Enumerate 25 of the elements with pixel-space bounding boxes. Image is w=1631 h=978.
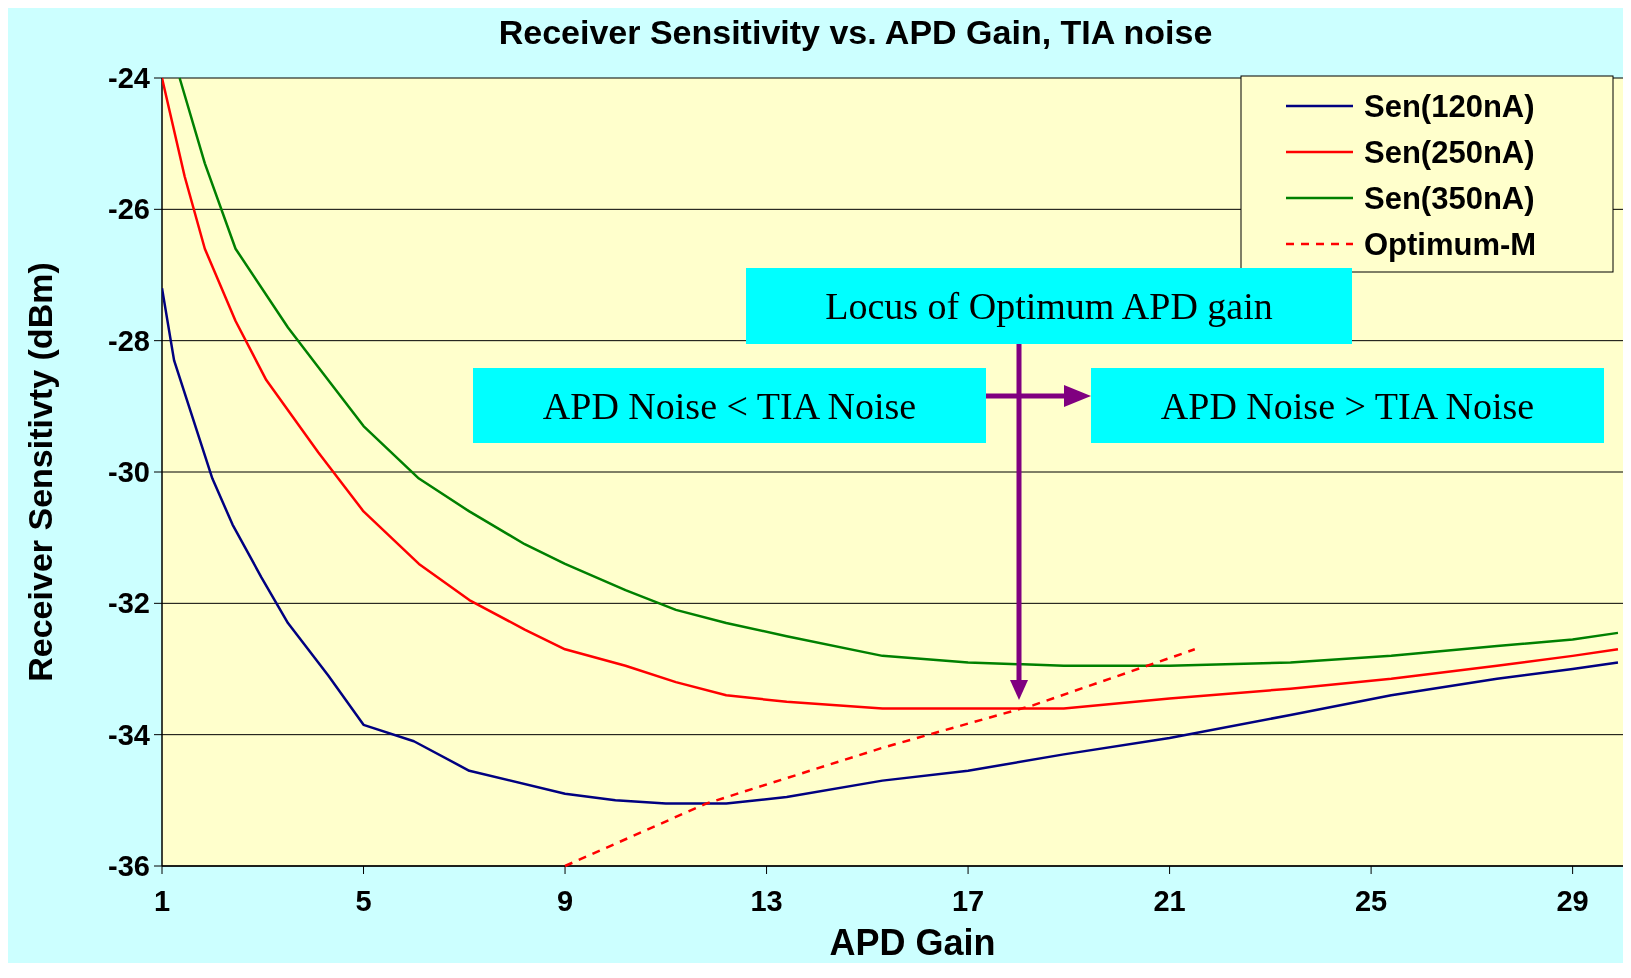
x-tick-label: 5 — [355, 885, 372, 917]
legend-label: Optimum-M — [1364, 227, 1537, 262]
x-tick-label: 13 — [750, 885, 783, 917]
x-tick-label: 1 — [153, 885, 171, 917]
y-tick-label: -32 — [108, 587, 150, 620]
y-axis-title: Receiver Sensitivty (dBm) — [21, 262, 59, 682]
annotation: APD Noise < TIA Noise — [542, 384, 917, 427]
y-tick-label: -24 — [108, 62, 150, 94]
x-tick-label: 17 — [951, 885, 985, 917]
x-tick-label: 29 — [1556, 885, 1589, 917]
x-tick-label: 9 — [556, 885, 574, 917]
annotation: APD Noise > TIA Noise — [1160, 384, 1535, 427]
y-tick-label: -30 — [108, 456, 150, 488]
annotation: Locus of Optimum APD gain — [825, 285, 1273, 327]
y-tick-label: -34 — [108, 718, 150, 751]
y-tick-label: -28 — [108, 324, 150, 357]
legend-label: Sen(250nA) — [1364, 135, 1535, 170]
y-tick-label: -36 — [108, 850, 150, 882]
chart-title: Receiver Sensitivity vs. APD Gain, TIA noise — [498, 13, 1213, 51]
x-axis-title: APD Gain — [829, 922, 996, 963]
y-tick-label: -26 — [108, 193, 150, 226]
x-tick-label: 25 — [1354, 885, 1388, 917]
x-tick-label: 21 — [1153, 885, 1186, 917]
legend-label: Sen(120nA) — [1364, 89, 1535, 124]
legend-label: Sen(350nA) — [1364, 181, 1535, 216]
